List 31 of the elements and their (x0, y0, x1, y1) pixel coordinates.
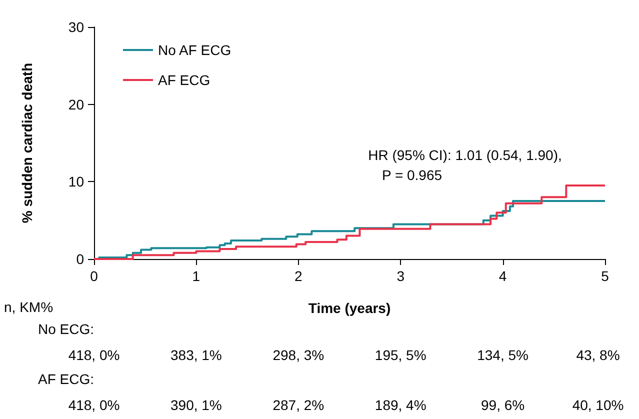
y-tick-label: 10 (68, 174, 84, 190)
text: 195, 5% (374, 347, 426, 363)
text: 99, 6% (481, 397, 525, 413)
x-axis-title: Time (years) (308, 300, 391, 316)
x-tick-label: 1 (192, 268, 200, 284)
text: 287, 2% (272, 397, 324, 413)
text: 418, 0% (68, 347, 120, 363)
annotation: HR (95% CI): 1.01 (0.54, 1.90), (368, 147, 562, 163)
x-tick-label: 3 (396, 268, 405, 284)
text: 43, 8% (576, 347, 620, 363)
y-tick-label: 0 (76, 251, 84, 267)
text: 40, 10% (572, 397, 624, 413)
text: 390, 1% (170, 397, 222, 413)
y-tick-label: 20 (68, 96, 84, 112)
legend-label: No AF ECG (158, 42, 232, 58)
text: AF ECG: (38, 371, 94, 387)
text: 418, 0% (68, 397, 120, 413)
x-tick-label: 5 (601, 268, 610, 284)
text: 189, 4% (374, 397, 426, 413)
x-tick-label: 2 (294, 268, 302, 284)
x-tick-label: 4 (498, 268, 507, 284)
annotation: P = 0.965 (382, 167, 442, 183)
y-axis-title: % sudden cardiac death (19, 62, 35, 224)
text: No ECG: (38, 321, 94, 337)
text: 134, 5% (477, 347, 528, 363)
x-tick-label: 0 (90, 268, 98, 284)
y-tick-label: 30 (68, 19, 84, 35)
legend-label: AF ECG (158, 72, 210, 88)
text: 383, 1% (170, 347, 222, 363)
text: 298, 3% (272, 347, 324, 363)
text: n, KM% (4, 299, 54, 315)
